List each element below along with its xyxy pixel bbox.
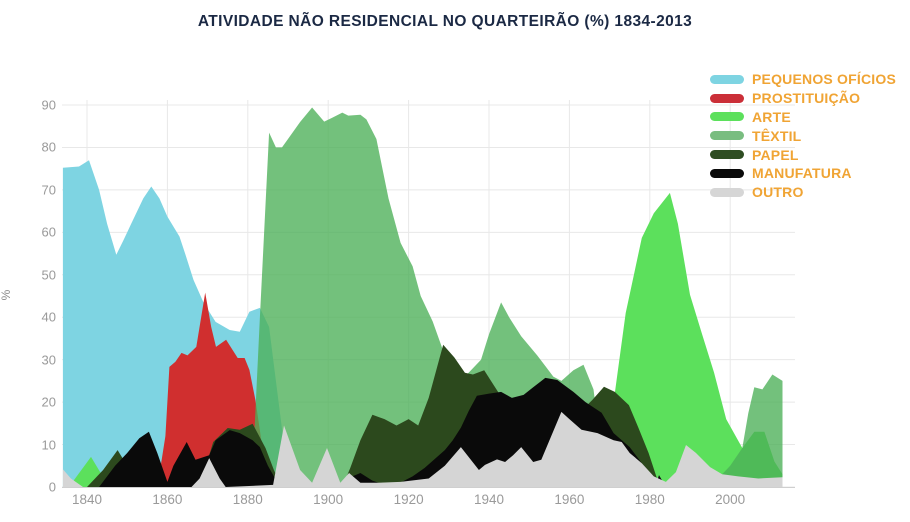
legend-item-pequenos_oficios[interactable]: PEQUENOS OFÍCIOS — [710, 70, 896, 89]
legend-swatch-arte — [710, 112, 744, 122]
x-tick-label: 1940 — [473, 492, 505, 507]
y-tick-label: 20 — [41, 394, 56, 410]
y-tick-label: 60 — [41, 224, 56, 240]
series-area-arte — [68, 192, 783, 487]
x-tick-label: 1980 — [634, 492, 665, 507]
legend-label: PEQUENOS OFÍCIOS — [752, 71, 896, 88]
y-tick-label: 50 — [41, 267, 56, 283]
legend-item-papel[interactable]: PAPEL — [710, 145, 896, 164]
x-tick-label: 1840 — [71, 492, 103, 507]
legend-item-arte[interactable]: ARTE — [710, 108, 896, 127]
legend-swatch-prostituicao — [710, 93, 744, 103]
y-tick-label: 80 — [41, 139, 56, 155]
legend-label: MANUFATURA — [752, 165, 852, 182]
legend-label: ARTE — [752, 108, 791, 125]
y-tick-label: 70 — [41, 182, 56, 198]
legend-label: OUTRO — [752, 184, 804, 201]
y-tick-label: 30 — [41, 352, 56, 368]
x-tick-label: 1960 — [554, 492, 585, 507]
series-area-outro — [62, 411, 783, 487]
chart-legend: PEQUENOS OFÍCIOS PROSTITUIÇÃO ARTE TÊXTIL PA… — [710, 70, 896, 202]
y-tick-label: 40 — [41, 309, 56, 325]
legend-item-manufatura[interactable]: MANUFATURA — [710, 164, 896, 183]
x-tick-label: 2000 — [715, 492, 746, 507]
legend-item-textil[interactable]: TÊXTIL — [710, 126, 896, 145]
y-tick-label: 10 — [41, 437, 56, 453]
legend-label: PAPEL — [752, 146, 799, 163]
legend-swatch-manufatura — [710, 168, 744, 178]
legend-swatch-outro — [710, 187, 744, 197]
y-axis-title: % — [0, 289, 13, 301]
y-tick-label: 90 — [41, 97, 56, 113]
x-tick-label: 1900 — [313, 492, 344, 507]
x-tick-label: 1860 — [152, 492, 183, 507]
legend-label: PROSTITUIÇÃO — [752, 90, 861, 107]
x-tick-label: 1880 — [232, 492, 263, 507]
legend-item-outro[interactable]: OUTRO — [710, 183, 896, 202]
legend-label: TÊXTIL — [752, 127, 802, 144]
series-area-textil — [251, 107, 783, 487]
legend-item-prostituicao[interactable]: PROSTITUIÇÃO — [710, 89, 896, 108]
legend-swatch-papel — [710, 150, 744, 160]
legend-swatch-pequenos_oficios — [710, 74, 744, 84]
chart-title: ATIVIDADE NÃO RESIDENCIAL NO QUARTEIRÃO … — [197, 13, 693, 30]
x-tick-label: 1920 — [393, 492, 424, 507]
legend-swatch-textil — [710, 131, 744, 141]
y-tick-label: 0 — [48, 479, 56, 495]
